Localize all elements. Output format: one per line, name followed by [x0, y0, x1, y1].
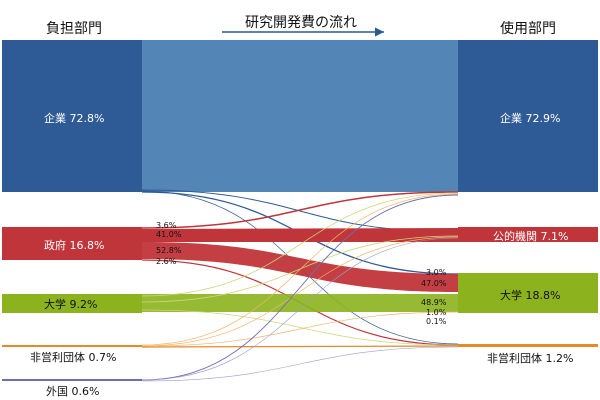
- source-name: 政府: [44, 239, 66, 252]
- source-node-nonprofit: [2, 345, 142, 347]
- target-node-public: [458, 227, 598, 242]
- target-label-public: 公的機関 7.1%: [493, 228, 568, 244]
- target-name: 企業: [500, 112, 522, 125]
- target-nodes: [458, 40, 598, 347]
- flow-label-gov-ent: 3.6%: [156, 221, 177, 230]
- flow-ent-ent: [142, 40, 458, 192]
- source-node-government: [2, 227, 142, 260]
- source-label-foreign: 外国 0.6%: [46, 383, 99, 399]
- flow-uni-npo: [141, 309, 459, 346]
- flow-label-gov-into-uni: 47.0%: [421, 279, 447, 288]
- flow-links: [141, 40, 459, 382]
- target-label-university: 大学 18.8%: [500, 287, 560, 303]
- target-pct: 18.8%: [525, 289, 561, 302]
- source-pct: 16.8%: [69, 239, 105, 252]
- source-name: 大学: [44, 298, 66, 311]
- source-pct: 72.8%: [69, 112, 105, 125]
- flow-for-pub: [141, 237, 459, 381]
- flow-gov-pub: [142, 228, 458, 242]
- target-node-enterprise: [458, 40, 598, 192]
- target-label-nonprofit: 非営利団体 1.2%: [487, 350, 573, 366]
- target-pct: 1.2%: [545, 352, 574, 365]
- source-label-enterprise: 企業 72.8%: [44, 110, 104, 126]
- flow-npo-pub: [141, 236, 459, 347]
- source-label-nonprofit: 非営利団体 0.7%: [30, 349, 116, 365]
- flow-label-for-into-uni: 0.1%: [426, 317, 447, 326]
- target-label-enterprise: 企業 72.9%: [500, 110, 560, 126]
- target-name: 大学: [500, 289, 522, 302]
- source-header: 負担部門: [46, 21, 102, 37]
- flow-header: 研究開発費の流れ: [245, 15, 357, 31]
- flow-label-gov-npo: 2.6%: [156, 257, 177, 266]
- target-node-university: [458, 273, 598, 313]
- source-node-foreign: [2, 379, 142, 381]
- flow-label-uni-into-uni: 48.9%: [421, 298, 447, 307]
- source-pct: 0.6%: [71, 385, 100, 398]
- flow-npo-npo: [141, 345, 459, 348]
- source-label-government: 政府 16.8%: [44, 237, 104, 253]
- flow-label-npo-into-uni: 1.0%: [426, 308, 447, 317]
- flow-label-ent-into-uni: 3.0%: [426, 268, 447, 277]
- flow-for-ent: [141, 194, 459, 381]
- target-pct: 7.1%: [540, 230, 569, 243]
- target-header: 使用部門: [500, 21, 556, 37]
- flow-for-npo: [141, 346, 459, 382]
- source-pct: 9.2%: [69, 298, 98, 311]
- source-name: 非営利団体: [30, 351, 85, 364]
- flow-gov-ent: [141, 191, 459, 229]
- flow-label-gov-pub: 41.0%: [156, 230, 182, 239]
- flow-uni-pub: [141, 235, 459, 303]
- flow-uni-uni: [142, 294, 458, 312]
- source-name: 外国: [46, 385, 68, 398]
- flow-npo-uni: [141, 311, 459, 347]
- source-node-university: [2, 294, 142, 313]
- source-pct: 0.7%: [88, 351, 117, 364]
- source-name: 企業: [44, 112, 66, 125]
- source-nodes: [2, 40, 142, 381]
- flow-uni-ent: [141, 192, 459, 297]
- flow-gov-uni: [142, 242, 458, 292]
- target-name: 非営利団体: [487, 352, 542, 365]
- source-node-enterprise: [2, 40, 142, 192]
- flow-label-gov-uni: 52.8%: [156, 246, 182, 255]
- source-label-university: 大学 9.2%: [44, 296, 97, 312]
- flow-npo-ent: [141, 193, 459, 346]
- target-name: 公的機関: [493, 230, 537, 243]
- target-node-nonprofit: [458, 344, 598, 347]
- target-pct: 72.9%: [525, 112, 561, 125]
